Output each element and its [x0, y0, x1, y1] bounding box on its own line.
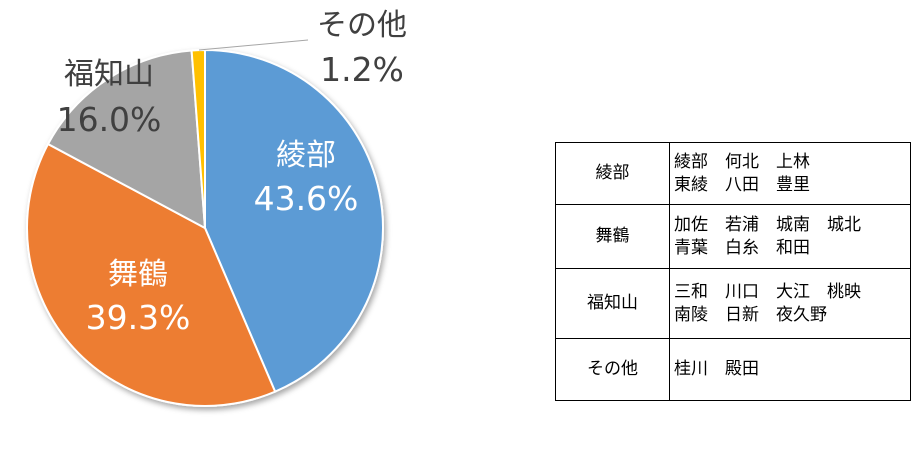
schools-line: 南陵 日新 夜久野 [674, 304, 827, 325]
slice-category-label: 綾部 [276, 138, 336, 173]
slice-percent-label: 16.0% [57, 100, 162, 139]
pie-slice [190, 48, 206, 229]
region-cell: その他 [555, 338, 670, 401]
schools-cell: 桂川 殿田 [669, 338, 911, 401]
slice-percent-label: 1.2% [320, 50, 404, 89]
pie-slice [46, 49, 207, 230]
table-row: 舞鶴 加佐 若浦 城南 城北 青葉 白糸 和田 [555, 204, 911, 269]
region-cell: 綾部 [555, 142, 670, 205]
pie-slice [26, 142, 277, 407]
schools-line: 青葉 白糸 和田 [674, 237, 810, 258]
pie-slice [204, 48, 384, 393]
pie-labels: 綾部 43.6% 舞鶴 39.3% 福知山 16.0% その他 1.2% [57, 8, 407, 337]
region-cell: 舞鶴 [555, 204, 670, 269]
region-cell: 福知山 [555, 268, 670, 339]
schools-line: 三和 川口 大江 桃映 [674, 281, 861, 302]
slice-percent-label: 39.3% [86, 298, 191, 337]
table-row: 福知山 三和 川口 大江 桃映 南陵 日新 夜久野 [555, 268, 911, 339]
region-schools-table: 綾部 綾部 何北 上林 東綾 八田 豊里 舞鶴 加佐 若浦 城南 城北 青葉 白… [555, 142, 911, 401]
table-row: その他 桂川 殿田 [555, 338, 911, 401]
schools-cell: 三和 川口 大江 桃映 南陵 日新 夜久野 [669, 268, 911, 339]
leader-line-other [198, 39, 309, 51]
pie-slices [26, 48, 384, 407]
schools-cell: 綾部 何北 上林 東綾 八田 豊里 [669, 142, 911, 205]
schools-line: 桂川 殿田 [674, 359, 759, 379]
pie-chart: 綾部 43.6% 舞鶴 39.3% 福知山 16.0% その他 1.2% [26, 8, 407, 407]
slice-category-label: 福知山 [64, 57, 154, 92]
schools-line: 加佐 若浦 城南 城北 [674, 214, 861, 235]
slice-percent-label: 43.6% [254, 179, 359, 218]
slice-category-label: その他 [317, 8, 407, 43]
schools-line: 東綾 八田 豊里 [674, 174, 810, 195]
slice-category-label: 舞鶴 [108, 257, 168, 292]
schools-line: 綾部 何北 上林 [674, 151, 810, 172]
schools-cell: 加佐 若浦 城南 城北 青葉 白糸 和田 [669, 204, 911, 269]
table-row: 綾部 綾部 何北 上林 東綾 八田 豊里 [555, 142, 911, 205]
